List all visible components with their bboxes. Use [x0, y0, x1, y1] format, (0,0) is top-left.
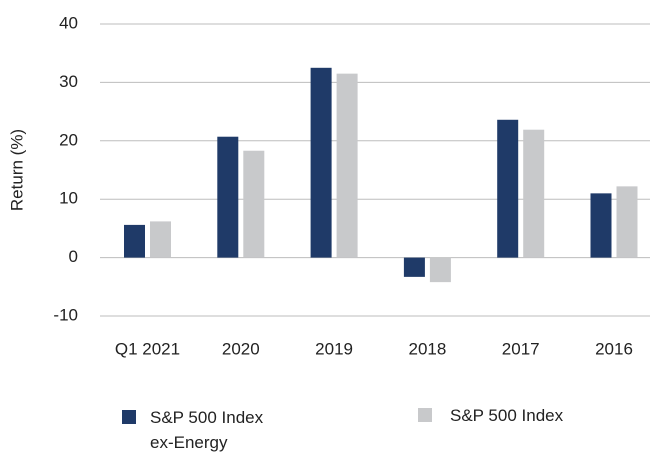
- y-tick-label: 20: [59, 130, 78, 149]
- bar: [497, 119, 519, 258]
- y-tick-label: -10: [53, 305, 78, 324]
- y-axis-label: Return (%): [7, 129, 26, 211]
- bar: [523, 129, 545, 258]
- legend-label: S&P 500 Index: [450, 406, 564, 425]
- x-tick-label: 2020: [222, 339, 260, 358]
- bar: [217, 136, 239, 258]
- bar: [590, 193, 612, 258]
- x-tick-label: 2016: [595, 339, 633, 358]
- y-tick-label: 30: [59, 72, 78, 91]
- bar: [243, 150, 265, 258]
- bar: [403, 257, 425, 277]
- x-tick-label: 2017: [502, 339, 540, 358]
- legend-label: S&P 500 Index ex-Energy: [150, 408, 264, 452]
- bar: [616, 186, 638, 258]
- y-tick-label: 10: [59, 189, 78, 208]
- bar: [150, 221, 171, 258]
- y-tick-label: 0: [69, 247, 78, 266]
- bar: [124, 224, 145, 258]
- x-tick-label: 2018: [408, 339, 446, 358]
- legend-swatch: [418, 408, 432, 422]
- x-tick-label: Q1 2021: [115, 339, 180, 358]
- x-tick-label: 2019: [315, 339, 353, 358]
- y-tick-label: 40: [59, 13, 78, 32]
- bar: [429, 257, 451, 283]
- legend-swatch: [122, 410, 136, 424]
- bar: [336, 73, 358, 258]
- bar: [310, 67, 332, 258]
